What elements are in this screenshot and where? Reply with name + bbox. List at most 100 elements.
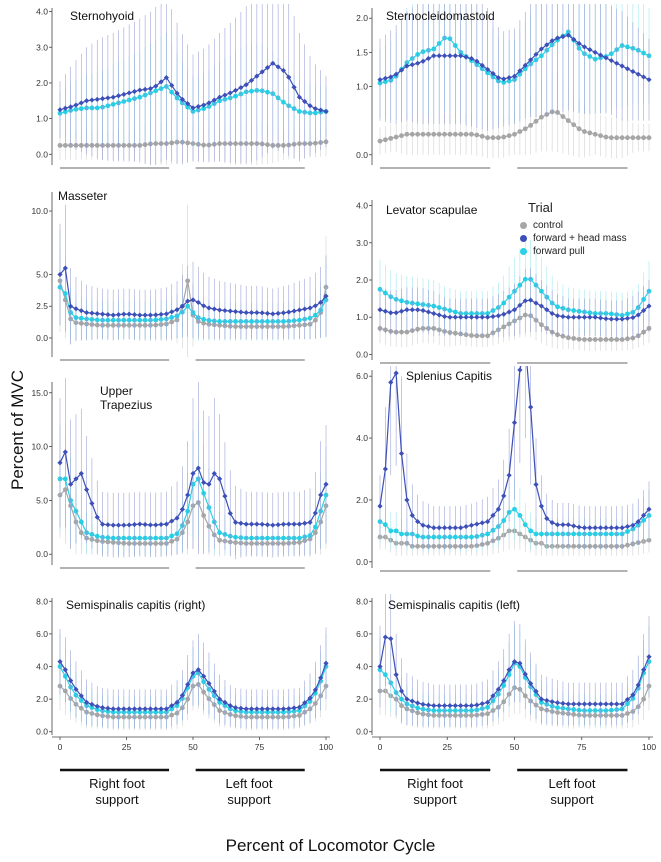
data-point: [511, 73, 518, 79]
data-point: [195, 465, 201, 471]
y-tick-label: 2.0: [356, 13, 368, 23]
panel-7: 0.0 2.0 4.0 6.0 8.0 0 25 50 75 100 Semispinalis ca…: [356, 594, 656, 772]
data-point: [506, 667, 512, 673]
data-point: [404, 497, 410, 503]
data-point: [323, 660, 329, 666]
data-point: [560, 700, 566, 706]
data-point: [201, 673, 207, 679]
data-point: [195, 299, 201, 306]
data-point: [544, 697, 550, 704]
data-point: [404, 696, 410, 702]
data-point: [201, 479, 207, 486]
data-point: [517, 129, 523, 134]
y-tick-label: 0.0: [36, 333, 48, 343]
data-point: [512, 506, 517, 512]
data-point: [549, 310, 555, 317]
data-point: [217, 696, 223, 702]
panel-title: Levator scapulae: [386, 203, 478, 217]
data-point: [603, 55, 609, 61]
data-point: [190, 105, 196, 111]
y-tick-label: 1.5: [356, 47, 368, 57]
data-point: [275, 522, 281, 528]
data-point: [485, 314, 491, 320]
data-point: [94, 514, 100, 520]
data-point: [137, 87, 143, 93]
series-forward-head-mass: [377, 594, 652, 727]
data-point: [57, 142, 63, 148]
legend-title: Trial: [528, 200, 553, 215]
data-point: [73, 306, 79, 312]
data-point: [565, 335, 571, 341]
data-point: [185, 298, 191, 304]
data-point: [142, 521, 148, 528]
data-point: [270, 522, 276, 528]
data-point: [587, 47, 593, 53]
data-point: [592, 314, 598, 320]
data-point: [393, 370, 399, 376]
data-point: [137, 706, 143, 712]
data-point: [174, 307, 180, 313]
data-point: [190, 470, 196, 477]
data-point: [624, 523, 631, 530]
data-point: [409, 131, 415, 137]
data-point: [147, 706, 154, 712]
data-point: [501, 134, 507, 140]
panel-title-line: Levator scapulae: [386, 203, 478, 217]
data-point: [89, 97, 95, 103]
data-point: [62, 667, 68, 673]
data-point: [222, 493, 228, 499]
data-point: [121, 706, 127, 712]
y-tick-label: 15.0: [31, 388, 48, 398]
panel-1: 0.0 1.0 1.5 2.0 Sternocleidomastoid: [356, 4, 652, 169]
data-point: [388, 74, 394, 80]
left-foot-support-label-left: Left foot support: [225, 776, 273, 807]
data-point: [147, 312, 154, 318]
y-tick-label: 6.0: [356, 371, 368, 381]
data-point: [625, 336, 630, 342]
legend-swatch-forward-pull: [520, 248, 527, 255]
data-point: [78, 308, 84, 314]
data-point: [382, 137, 388, 143]
data-point: [495, 686, 501, 692]
data-point: [581, 525, 588, 531]
y-tick-label: 0.0: [356, 150, 368, 160]
data-point: [517, 660, 523, 666]
series-forward-head-mass: [57, 378, 329, 559]
data-point: [211, 470, 217, 477]
data-point: [280, 521, 287, 527]
y-tick-label: 6.0: [356, 629, 368, 639]
data-point: [506, 133, 512, 139]
data-point: [597, 701, 604, 707]
data-point: [522, 298, 528, 304]
data-point: [291, 521, 297, 527]
data-point: [565, 314, 571, 320]
data-point: [126, 311, 132, 317]
panel-4: 0.0 5.0 10.0 15.0 Upper Trapezius: [31, 378, 329, 569]
data-point: [571, 523, 577, 529]
data-point: [635, 71, 641, 77]
data-point: [560, 313, 566, 320]
data-point: [388, 135, 394, 141]
y-tick-label: 2.0: [36, 78, 48, 88]
series-forward-head-mass: [57, 4, 329, 165]
data-point: [227, 308, 233, 314]
data-point: [68, 303, 74, 309]
data-point: [174, 515, 180, 521]
data-point: [544, 307, 550, 313]
data-point: [554, 700, 561, 706]
data-point: [248, 521, 255, 527]
data-point: [485, 66, 491, 73]
data-point: [222, 92, 228, 98]
data-point: [576, 126, 582, 132]
data-point: [646, 135, 652, 141]
data-point: [217, 476, 223, 482]
data-point: [270, 60, 276, 66]
data-point: [490, 135, 496, 141]
data-point: [238, 705, 244, 711]
data-point: [377, 663, 383, 670]
data-point: [533, 51, 539, 58]
data-point: [163, 706, 169, 712]
data-point: [447, 703, 453, 709]
data-point: [528, 404, 534, 410]
